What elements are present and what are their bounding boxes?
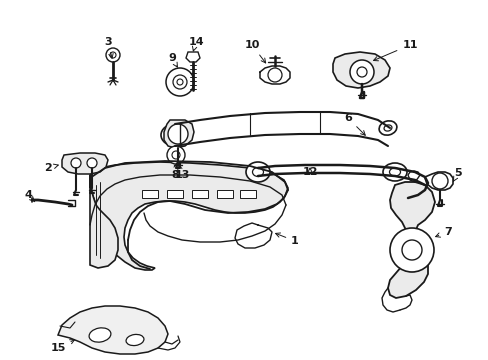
Text: 13: 13 [174,165,189,180]
Text: 15: 15 [50,340,74,353]
Text: 6: 6 [344,113,365,135]
Polygon shape [142,190,158,198]
Text: 11: 11 [373,40,417,61]
Ellipse shape [245,162,269,182]
Circle shape [106,48,120,62]
Circle shape [165,68,194,96]
Polygon shape [167,190,183,198]
Polygon shape [332,52,389,88]
Polygon shape [192,190,207,198]
Ellipse shape [378,121,396,135]
Ellipse shape [382,163,406,181]
Circle shape [172,151,180,159]
Text: 3: 3 [104,37,113,58]
Circle shape [356,67,366,77]
Polygon shape [58,306,168,354]
Ellipse shape [126,334,143,346]
Polygon shape [90,175,118,268]
Polygon shape [387,182,434,298]
Text: 4: 4 [24,190,35,202]
Circle shape [87,158,97,168]
Ellipse shape [252,167,263,176]
Ellipse shape [383,125,391,131]
Text: 7: 7 [435,227,451,237]
Ellipse shape [389,168,400,176]
Circle shape [431,173,447,189]
Circle shape [267,68,282,82]
Text: 1: 1 [275,233,298,246]
Circle shape [401,240,421,260]
Circle shape [389,228,433,272]
Text: 12: 12 [302,167,317,177]
Circle shape [349,60,373,84]
Text: 14: 14 [188,37,203,51]
Ellipse shape [168,130,182,140]
Circle shape [110,52,116,58]
Polygon shape [240,190,256,198]
Text: 5: 5 [452,168,461,181]
Circle shape [173,75,186,89]
Text: 2: 2 [44,163,58,173]
Polygon shape [217,190,232,198]
Polygon shape [90,162,287,270]
Ellipse shape [89,328,111,342]
Text: 10: 10 [244,40,265,63]
Circle shape [177,79,183,85]
Text: 9: 9 [168,53,177,67]
Circle shape [168,124,187,144]
Polygon shape [163,120,194,148]
Circle shape [71,158,81,168]
Circle shape [167,146,184,164]
Polygon shape [185,52,200,62]
Text: 8: 8 [171,163,179,180]
Ellipse shape [161,124,189,146]
Polygon shape [62,153,108,174]
